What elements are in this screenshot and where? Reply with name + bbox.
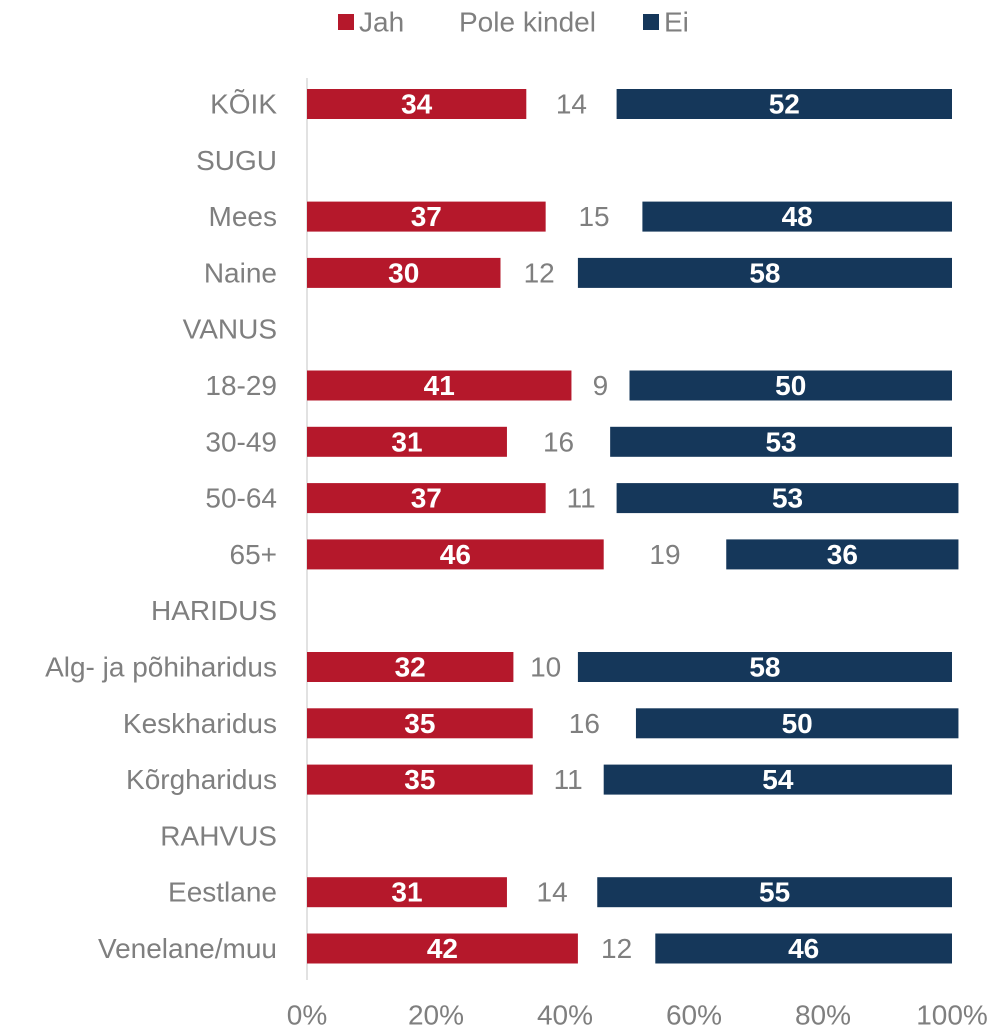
bar-jah [307,764,533,795]
legend-label: Pole kindel [459,7,596,38]
data-label: 10 [530,652,561,683]
bar-ei [726,539,959,570]
data-label: 55 [759,877,790,908]
data-label: 50 [782,708,813,739]
bar-ei [642,201,952,232]
legend-label: Ei [664,7,689,38]
x-tick-label: 80% [795,1000,851,1030]
data-label: 53 [765,426,796,457]
data-label: 31 [391,426,422,457]
x-axis-tick-labels: 0% 20% 40% 60% 80% 100% [287,1000,988,1030]
bar-ei [616,483,959,514]
data-label: 16 [543,426,574,457]
data-label: 37 [411,483,442,514]
bar-jah [307,877,507,908]
bar-jah [307,933,578,964]
bar-jah [307,257,501,288]
data-label: 12 [601,933,632,964]
category-label: Venelane/muu [98,933,277,964]
data-label: 16 [569,708,600,739]
bar-jah [307,708,533,739]
data-label: 35 [404,708,435,739]
category-label: VANUS [183,314,277,345]
bar-jah [307,201,546,232]
x-tick-label: 60% [666,1000,722,1030]
data-label: 54 [762,764,794,795]
category-label: Kõrgharidus [126,764,277,795]
bar-ei [655,933,952,964]
data-label: 41 [424,370,455,401]
data-label: 32 [395,652,426,683]
bar-ei [629,370,952,401]
bar-ei [616,89,952,119]
data-label: 11 [554,764,583,795]
legend-swatch [643,14,659,30]
data-label: 52 [769,89,800,120]
bar-ei [610,426,952,457]
category-label: Mees [209,201,277,232]
x-tick-label: 100% [916,1000,988,1030]
category-label: 18-29 [205,370,277,401]
data-label: 14 [556,89,587,120]
bar-ei [597,877,952,908]
x-tick-label: 40% [537,1000,593,1030]
data-label: 53 [772,483,803,514]
bar-ei [635,708,959,739]
data-label: 58 [749,652,780,683]
data-label: 46 [440,539,471,570]
bar-jah [307,539,604,570]
category-label: RAHVUS [160,820,277,851]
category-labels: KÕIK SUGU Mees Naine VANUS 18-29 30-49 50-64 65+… [45,89,277,965]
category-label: 50-64 [205,483,277,514]
value-labels: 34 14 52 37 15 48 30 12 58 41 9 50 31 16 53 37 11 53 46 19 3… [388,89,858,965]
bars [307,89,959,964]
category-label: Eestlane [168,877,277,908]
bar-ei [577,652,952,682]
data-label: 15 [578,201,609,232]
legend: Jah Pole kindel Ei [338,7,689,38]
data-label: 35 [404,764,435,795]
bar-jah [307,426,507,457]
category-label: SUGU [196,145,277,176]
bar-jah [307,652,514,682]
data-label: 9 [593,370,609,401]
data-label: 11 [567,483,596,514]
category-label: Naine [204,257,277,288]
data-label: 42 [427,933,458,964]
category-label: KÕIK [210,89,277,120]
bar-jah [307,483,546,514]
category-label: Alg- ja põhiharidus [45,652,277,683]
category-label: 65+ [230,539,278,570]
bar-ei [603,764,952,795]
x-tick-label: 0% [287,1000,327,1030]
bar-jah [307,370,572,401]
category-label: 30-49 [205,426,277,457]
data-label: 36 [827,539,858,570]
legend-label: Jah [359,7,404,38]
data-label: 19 [649,539,680,570]
data-label: 46 [788,933,819,964]
data-label: 12 [524,257,555,288]
bar-ei [577,257,952,288]
data-label: 50 [775,370,806,401]
category-label: Keskharidus [123,708,277,739]
data-label: 31 [391,877,422,908]
category-label: HARIDUS [151,595,277,626]
data-label: 58 [749,257,780,288]
data-label: 30 [388,257,419,288]
x-tick-label: 20% [408,1000,464,1030]
data-label: 14 [537,877,568,908]
legend-swatch [338,14,354,30]
bar-jah [307,89,527,119]
data-label: 48 [782,201,813,232]
data-label: 37 [411,201,442,232]
data-label: 34 [401,89,433,120]
